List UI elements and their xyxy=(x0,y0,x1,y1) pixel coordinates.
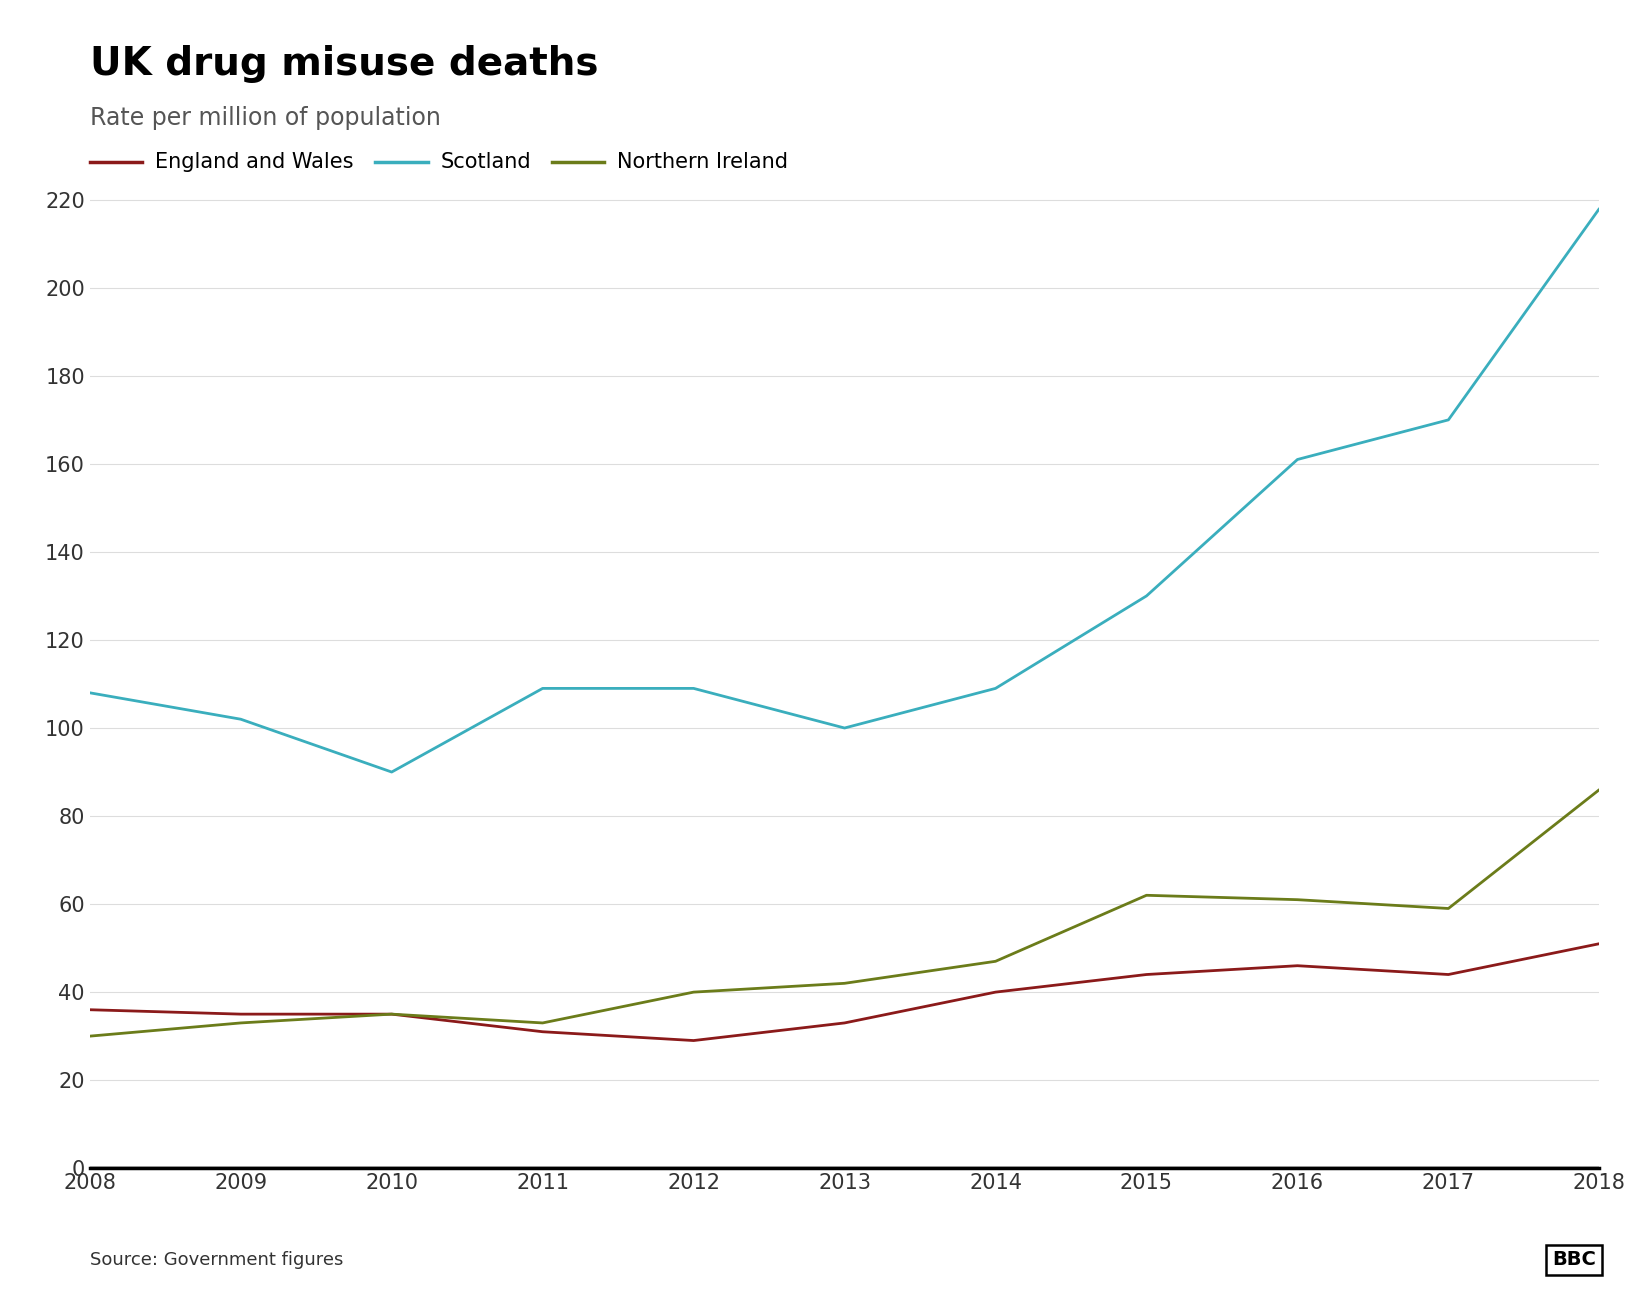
Text: Scotland: Scotland xyxy=(441,152,532,173)
Text: UK drug misuse deaths: UK drug misuse deaths xyxy=(90,45,599,83)
Text: BBC: BBC xyxy=(1552,1250,1596,1269)
Text: England and Wales: England and Wales xyxy=(155,152,354,173)
Text: Rate per million of population: Rate per million of population xyxy=(90,106,441,130)
Text: Northern Ireland: Northern Ireland xyxy=(617,152,788,173)
Text: Source: Government figures: Source: Government figures xyxy=(90,1251,343,1269)
